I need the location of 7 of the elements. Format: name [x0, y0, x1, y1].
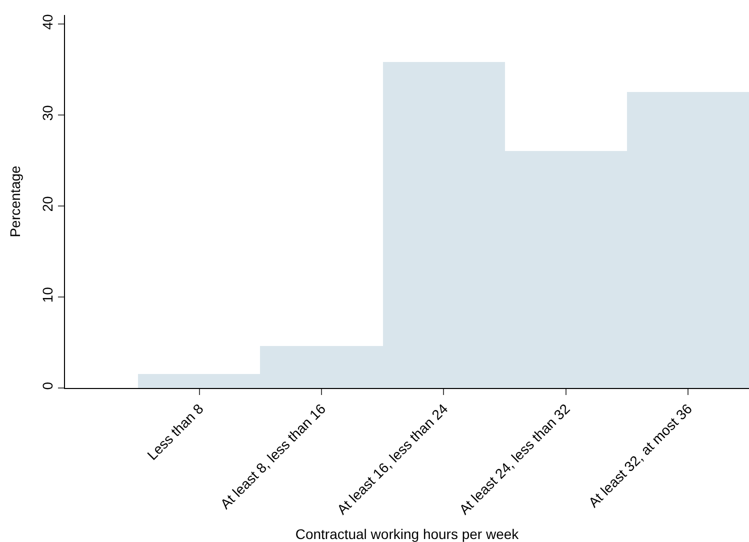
- y-tick-label: 30: [39, 104, 56, 121]
- y-tick-label: 0: [39, 382, 56, 390]
- y-tick-label: 40: [39, 14, 56, 30]
- x-axis-title: Contractual working hours per week: [295, 526, 520, 542]
- y-tick-label: 20: [39, 196, 56, 212]
- y-axis-title: Percentage: [7, 165, 23, 238]
- y-tick-label: 10: [39, 286, 56, 303]
